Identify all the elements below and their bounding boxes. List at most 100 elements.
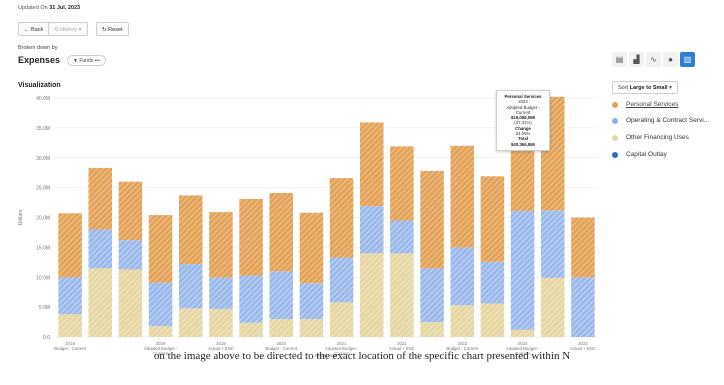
bar-segment-personal[interactable] xyxy=(420,170,444,269)
bar-segment-operating[interactable] xyxy=(420,268,444,323)
bar-segment-personal[interactable] xyxy=(58,213,82,278)
legend-label: Operating & Contract Servi... xyxy=(626,117,710,124)
y-axis-label: Dollars xyxy=(18,209,24,225)
y-tick-label: 10.0M xyxy=(36,275,50,281)
bar-segment-other-financing[interactable] xyxy=(359,253,384,337)
legend-label: Capital Outlay xyxy=(626,151,667,158)
bar-segment-operating[interactable] xyxy=(299,283,324,320)
broken-down-label: Broken down by xyxy=(18,45,58,51)
bar-segment-personal[interactable] xyxy=(450,145,475,248)
bar-segment-operating[interactable] xyxy=(359,206,384,254)
chart-gridlines: 0.0 5.0M 10.0M 15.0M 20.0M 25.0M 30.0M 35.0M 40.… xyxy=(18,96,598,341)
tooltip-sub: Adopted Budget - Current xyxy=(506,104,540,115)
bar-segment-personal[interactable] xyxy=(209,212,233,278)
tooltip-change-label: Change xyxy=(515,125,531,131)
y-tick-label: 40.0M xyxy=(36,96,50,102)
bar-segment-personal[interactable] xyxy=(390,146,414,221)
updated-on-text: Updated On 31 Jul, 2023 xyxy=(18,5,80,11)
bar-segment-personal[interactable] xyxy=(299,212,324,284)
legend-swatch xyxy=(612,134,618,141)
history-dropdown[interactable]: ⟲ History ▾ xyxy=(48,22,88,36)
bar-segment-personal[interactable] xyxy=(480,176,505,262)
bar-segment-operating[interactable] xyxy=(178,264,203,309)
tooltip-change-value: 24.05% xyxy=(515,131,531,137)
legend-item-other-financing[interactable]: Other Financing Uses xyxy=(612,134,689,141)
legend-item-capital-outlay[interactable]: Capital Outlay xyxy=(612,151,667,158)
bar-segment-other-financing[interactable] xyxy=(480,303,505,337)
y-tick-label: 30.0M xyxy=(36,156,50,162)
bar-segment-other-financing[interactable] xyxy=(88,268,113,337)
x-tick-label: 2018 Budget - Current xyxy=(54,341,87,351)
legend-item-operating-contract[interactable]: Operating & Contract Servi... xyxy=(612,117,709,124)
sort-value: Large to Small xyxy=(629,85,668,91)
bar-segment-personal[interactable] xyxy=(239,198,263,276)
bar-segment-other-financing[interactable] xyxy=(510,329,535,337)
y-tick-label: 5.0M xyxy=(39,305,50,311)
bar-segment-other-financing[interactable] xyxy=(299,319,324,337)
bar-segment-operating[interactable] xyxy=(269,271,294,320)
bar-segment-other-financing[interactable] xyxy=(420,322,444,337)
bar-segment-other-financing[interactable] xyxy=(209,308,233,337)
y-tick-label: 20.0M xyxy=(36,216,50,222)
bar-segment-personal[interactable] xyxy=(88,167,113,230)
section-title: Visualization xyxy=(18,82,61,89)
bar-segment-other-financing[interactable] xyxy=(58,314,82,337)
pie-chart-icon[interactable]: ● xyxy=(663,52,678,67)
bar-segment-other-financing[interactable] xyxy=(450,305,475,337)
funds-filter-chip[interactable]: ▼ Funds ••• xyxy=(67,55,106,66)
bar-segment-personal[interactable] xyxy=(178,195,203,265)
bar-segment-operating[interactable] xyxy=(480,261,505,304)
bar-segment-operating[interactable] xyxy=(209,277,233,309)
bar-segment-operating[interactable] xyxy=(329,257,354,303)
bar-segment-other-financing[interactable] xyxy=(148,326,173,337)
legend-swatch xyxy=(612,101,618,108)
bar-segment-personal[interactable] xyxy=(329,178,354,258)
x-tick-label: 2021 Actual + ENC xyxy=(389,341,415,351)
chart-bars xyxy=(58,96,595,337)
bar-segment-other-financing[interactable] xyxy=(329,302,354,337)
legend-label: Personal Services xyxy=(626,101,679,108)
bar-segment-personal[interactable] xyxy=(359,122,384,207)
sort-prefix: Sort xyxy=(618,85,629,91)
tooltip-year: 2023 xyxy=(518,99,528,105)
x-tick-label: 2023 Actual + ENC xyxy=(570,341,596,351)
back-button[interactable]: ← Back xyxy=(18,22,50,36)
table-icon[interactable]: ▤ xyxy=(612,52,627,67)
stacked-bar-icon[interactable]: ▟ xyxy=(629,52,644,67)
bar-segment-other-financing[interactable] xyxy=(118,269,143,337)
legend-item-personal-services[interactable]: Personal Services xyxy=(612,101,678,108)
updated-date: 31 Jul, 2023 xyxy=(49,5,81,11)
bar-segment-operating[interactable] xyxy=(239,275,263,323)
legend-swatch xyxy=(612,151,618,158)
legend-label: Other Financing Uses xyxy=(626,134,689,141)
bar-segment-other-financing[interactable] xyxy=(239,322,263,337)
line-chart-icon[interactable]: ∿ xyxy=(646,52,661,67)
tooltip-total-value: $40,365,555 xyxy=(511,141,535,147)
bar-segment-operating[interactable] xyxy=(58,277,82,315)
x-tick-label: 2020 Budget - Current xyxy=(265,341,298,351)
bar-segment-operating[interactable] xyxy=(571,277,595,337)
tooltip-total-label: Total xyxy=(518,136,528,142)
reset-button[interactable]: ↻ Reset xyxy=(96,22,129,36)
sort-dropdown[interactable]: Sort Large to Small ▾ xyxy=(612,81,678,94)
bar-segment-operating[interactable] xyxy=(540,210,565,278)
x-tick-label: 2021 Adopted Budget -Current xyxy=(325,341,359,356)
bar-segment-operating[interactable] xyxy=(390,220,414,254)
bar-segment-operating[interactable] xyxy=(118,240,143,270)
bar-segment-personal[interactable] xyxy=(269,193,294,272)
bar-segment-other-financing[interactable] xyxy=(178,308,203,337)
bar-segment-personal[interactable] xyxy=(571,217,595,278)
chart-x-labels: 2018 Budget - Current 2019 Adopted Budget -… xyxy=(54,341,596,358)
bar-segment-operating[interactable] xyxy=(510,210,535,330)
bar-segment-operating[interactable] xyxy=(450,247,475,306)
bar-segment-personal[interactable] xyxy=(148,215,173,283)
x-tick-label: 2019 Actual + ENC xyxy=(208,341,234,351)
bar-segment-other-financing[interactable] xyxy=(269,319,294,337)
bar-segment-operating[interactable] xyxy=(88,229,113,269)
bar-segment-other-financing[interactable] xyxy=(540,277,565,337)
bar-segment-personal[interactable] xyxy=(118,181,143,241)
tooltip-value: $19,096,058 xyxy=(511,115,535,121)
bar-chart-icon[interactable]: ▥ xyxy=(680,52,695,67)
bar-segment-other-financing[interactable] xyxy=(390,253,414,337)
bar-segment-operating[interactable] xyxy=(148,282,173,327)
